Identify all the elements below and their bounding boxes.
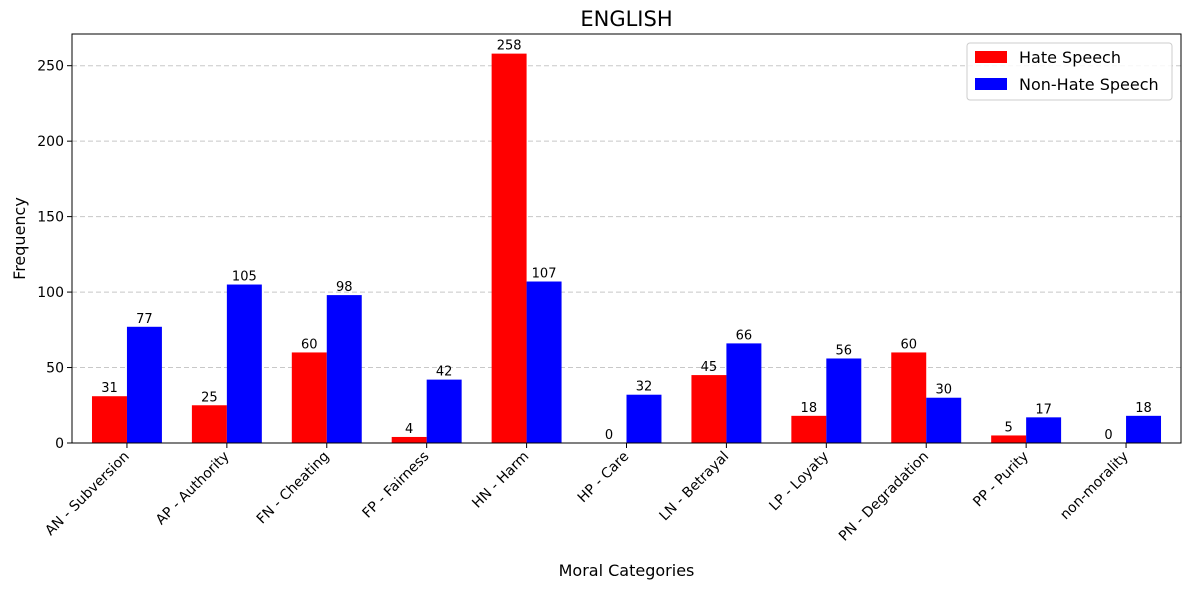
y-axis-title: Frequency [10,197,29,280]
bar [1126,415,1162,443]
bar [891,352,927,443]
y-tick-label: 100 [37,285,64,301]
data-label: 4 [405,422,413,437]
y-tick-label: 250 [37,59,64,75]
x-tick-label: PN - Degradation [836,449,932,545]
legend-frame [966,42,1173,101]
bar [791,415,827,443]
data-label: 60 [900,337,917,352]
data-label: 107 [532,267,557,282]
bar [691,375,727,443]
y-axis: 0 50 100 150 200 250 [37,59,72,452]
bars: 31 25 60 4 258 0 45 18 60 5 0 77 105 98 42 107 32 66 56 30 1… [91,39,1162,443]
bar [626,394,662,443]
data-label: 25 [201,390,218,405]
chart-title: ENGLISH [580,7,672,31]
x-tick-label: HN - Harm [469,449,532,512]
data-label: 5 [1005,420,1013,435]
bar [926,397,962,443]
data-label: 105 [232,270,257,285]
bar [1026,417,1062,443]
legend-swatch [975,51,1007,63]
data-label: 45 [701,360,718,375]
bar [91,396,127,443]
data-label: 0 [1104,428,1112,443]
data-label: 98 [336,280,353,295]
x-tick-label: FN - Cheating [254,449,333,528]
bar [726,343,762,443]
bar [126,326,162,443]
y-tick-label: 0 [55,436,64,452]
data-label: 258 [497,39,522,54]
x-tick-label: AP - Authority [153,449,233,529]
bar [491,53,527,443]
legend: Hate Speech Non-Hate Speech [966,42,1173,101]
bar [826,358,862,443]
bar [426,379,462,443]
data-label: 77 [136,312,153,327]
data-label: 17 [1035,402,1052,417]
bar [226,284,262,443]
data-label: 32 [636,380,653,395]
bar [191,405,227,443]
y-tick-label: 200 [37,134,64,150]
bar [991,435,1027,443]
x-tick-label: non-morality [1057,449,1132,524]
data-label: 56 [836,343,853,358]
data-label: 0 [605,428,613,443]
y-tick-label: 150 [37,210,64,226]
bar [526,281,562,443]
bar [391,436,427,443]
data-label: 18 [801,401,818,416]
x-tick-label: FP - Fairness [359,449,432,522]
x-tick-label: LP - Loyaty [766,449,832,515]
data-label: 18 [1135,401,1152,416]
x-tick-label: LN - Betrayal [657,449,733,525]
x-tick-label: PP - Purity [970,449,1032,511]
y-tick-label: 50 [46,361,64,377]
bar [326,295,362,443]
x-axis-title: Moral Categories [559,561,695,580]
x-axis: AN - Subversion AP - Authority FN - Cheati… [42,443,1132,545]
legend-swatch [975,78,1007,90]
x-tick-label: AN - Subversion [42,449,132,539]
data-label: 30 [935,383,952,398]
data-label: 66 [736,328,753,343]
legend-label: Non-Hate Speech [1019,75,1159,94]
x-tick-label: HP - Care [575,449,633,507]
legend-label: Hate Speech [1019,48,1121,67]
bar [291,352,327,443]
data-label: 31 [101,381,118,396]
data-label: 42 [436,365,453,380]
data-label: 60 [301,337,318,352]
